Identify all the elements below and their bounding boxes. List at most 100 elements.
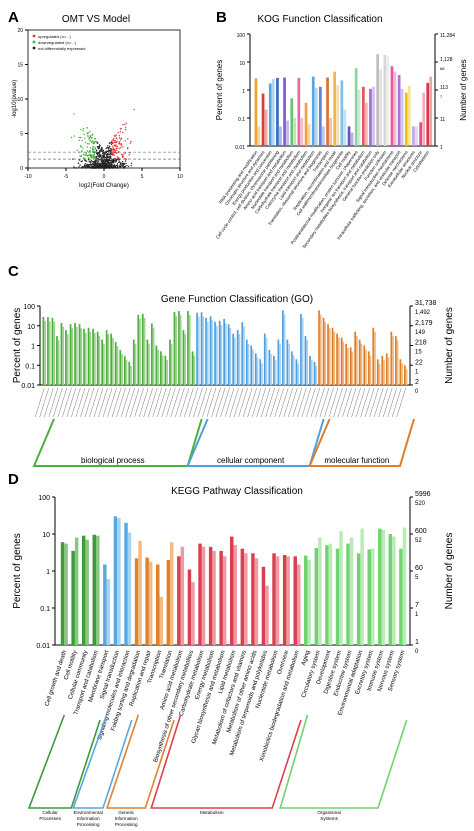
go-bar-secondary xyxy=(401,363,403,385)
volcano-point xyxy=(81,139,83,142)
go-category-label xyxy=(66,387,77,418)
go-category-label xyxy=(57,387,68,418)
go-bar xyxy=(214,321,216,385)
volcano-point xyxy=(114,165,117,167)
volcano-point xyxy=(97,160,99,162)
go-bar xyxy=(160,351,162,385)
kegg-bar xyxy=(219,550,223,645)
y2-tick-label: 52 xyxy=(415,538,422,544)
volcano-point xyxy=(85,141,87,144)
kegg-bar xyxy=(156,564,160,645)
go-bar-secondary xyxy=(57,340,60,385)
go-bar xyxy=(381,355,384,385)
go-bar-secondary xyxy=(44,321,47,385)
volcano-point xyxy=(89,139,91,142)
volcano-points xyxy=(70,108,135,169)
volcano-point xyxy=(128,154,130,156)
go-bar xyxy=(395,336,397,385)
go-category-label xyxy=(382,387,393,418)
y2-tick-label: 1 xyxy=(415,369,419,375)
kegg-bar xyxy=(244,553,248,645)
volcano-point xyxy=(121,160,124,163)
volcano-point xyxy=(119,166,121,168)
volcano-point xyxy=(87,165,90,167)
volcano-point xyxy=(113,162,115,164)
volcano-point xyxy=(110,142,112,144)
kog-bar xyxy=(426,82,430,146)
go-category-label xyxy=(138,387,149,418)
go-bar xyxy=(196,312,198,385)
go-category-label xyxy=(351,387,361,418)
go-bar xyxy=(304,336,307,385)
go-bar-secondary xyxy=(125,359,128,385)
volcano-point xyxy=(116,163,119,165)
kegg-bar xyxy=(371,548,375,645)
volcano-point xyxy=(117,131,119,134)
volcano-point xyxy=(116,140,118,142)
volcano-point xyxy=(87,154,89,156)
go-bar xyxy=(322,317,325,385)
go-bar-secondary xyxy=(220,324,223,385)
go-bar-secondary xyxy=(374,331,376,385)
kegg-bar xyxy=(198,543,202,645)
kegg-bar xyxy=(233,545,237,645)
kog-bar xyxy=(350,132,354,146)
volcano-point xyxy=(115,160,117,163)
panel-b-title: KOG Function Classification xyxy=(257,14,382,25)
y-axis-label: -log10(pvalue) xyxy=(12,80,18,118)
go-bar xyxy=(155,345,158,385)
kog-bar xyxy=(376,54,380,147)
volcano-point xyxy=(74,167,76,169)
kegg-bar xyxy=(360,528,364,645)
volcano-point xyxy=(91,160,94,163)
kegg-bar xyxy=(286,556,290,645)
volcano-point xyxy=(110,140,113,142)
volcano-point xyxy=(108,159,111,161)
go-bar-secondary xyxy=(48,321,51,385)
volcano-point xyxy=(88,138,91,140)
volcano-point xyxy=(103,159,106,161)
volcano-point xyxy=(130,165,132,167)
volcano-point xyxy=(93,141,95,143)
volcano-point xyxy=(78,136,80,139)
go-bar xyxy=(110,333,113,385)
go-category-label xyxy=(152,387,162,418)
volcano-point xyxy=(116,149,118,152)
volcano-point xyxy=(121,163,123,165)
kegg-bar xyxy=(159,596,163,645)
y2-tick-label: 0 xyxy=(415,649,419,655)
volcano-point xyxy=(96,142,99,144)
kog-bar xyxy=(340,80,344,146)
volcano-point xyxy=(102,165,104,168)
go-bar xyxy=(358,339,361,385)
go-bar-secondary xyxy=(107,334,110,385)
kegg-bar xyxy=(103,564,107,645)
go-bar xyxy=(191,351,194,385)
volcano-point xyxy=(98,159,101,161)
go-category-label xyxy=(71,387,81,418)
kegg-group-label: Information xyxy=(77,816,100,821)
go-bar xyxy=(250,345,253,385)
volcano-point xyxy=(124,152,127,154)
volcano-point xyxy=(109,145,111,147)
volcano-point xyxy=(125,126,127,128)
volcano-point xyxy=(103,153,105,155)
volcano-point xyxy=(88,164,90,166)
y-tick-label: 1 xyxy=(242,89,245,95)
go-category-label xyxy=(93,387,104,418)
go-bar-secondary xyxy=(130,365,132,385)
go-bar-secondary xyxy=(306,340,309,385)
go-bar xyxy=(56,336,58,385)
go-bar-secondary xyxy=(351,351,354,385)
go-group-bracket xyxy=(186,418,325,467)
volcano-point xyxy=(90,159,93,162)
volcano-point xyxy=(105,153,108,156)
y2-tick-label: 31,738 xyxy=(415,300,437,307)
volcano-point xyxy=(109,161,112,164)
go-category-label xyxy=(184,387,194,418)
volcano-point xyxy=(86,132,89,134)
go-category-label xyxy=(35,387,45,418)
volcano-point xyxy=(104,152,106,154)
kog-bar xyxy=(304,102,308,146)
